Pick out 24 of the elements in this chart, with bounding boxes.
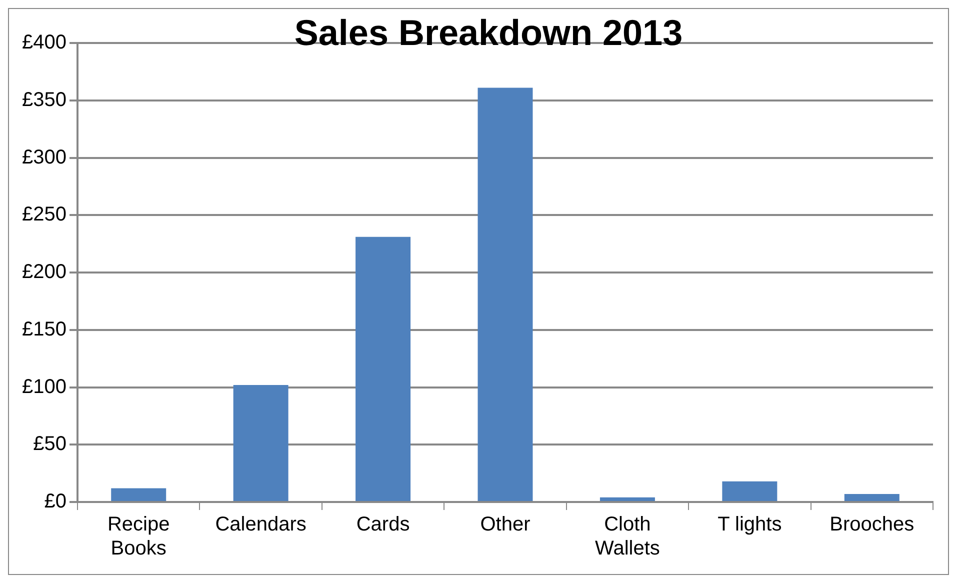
- bar: [111, 488, 166, 501]
- y-tick-label: £350: [22, 88, 66, 111]
- y-tick-label: £50: [33, 433, 66, 456]
- y-tick-label: £100: [22, 376, 66, 398]
- bar: [356, 236, 411, 501]
- x-tick-label: Other: [480, 514, 531, 536]
- y-tick-label: £0: [44, 490, 66, 513]
- x-tick-label: Recipe Books: [107, 514, 170, 560]
- bar: [844, 494, 900, 501]
- y-tick-label: £200: [22, 261, 66, 284]
- y-tick-label: £300: [22, 146, 66, 168]
- x-tick-label: T lights: [718, 514, 782, 536]
- y-tick-label: £250: [22, 204, 66, 226]
- x-tick-label: Cloth Wallets: [595, 514, 660, 560]
- x-tick-label: Brooches: [830, 514, 914, 536]
- bar: [233, 384, 288, 501]
- y-tick-label: £150: [22, 318, 66, 340]
- x-tick-label: Cards: [356, 514, 410, 536]
- chart-title: Sales Breakdown 2013: [294, 12, 683, 53]
- x-tick-label: Calendars: [215, 514, 306, 536]
- bar: [478, 88, 533, 501]
- y-tick-label: £400: [22, 32, 66, 54]
- bar: [600, 497, 655, 501]
- bar: [722, 481, 778, 501]
